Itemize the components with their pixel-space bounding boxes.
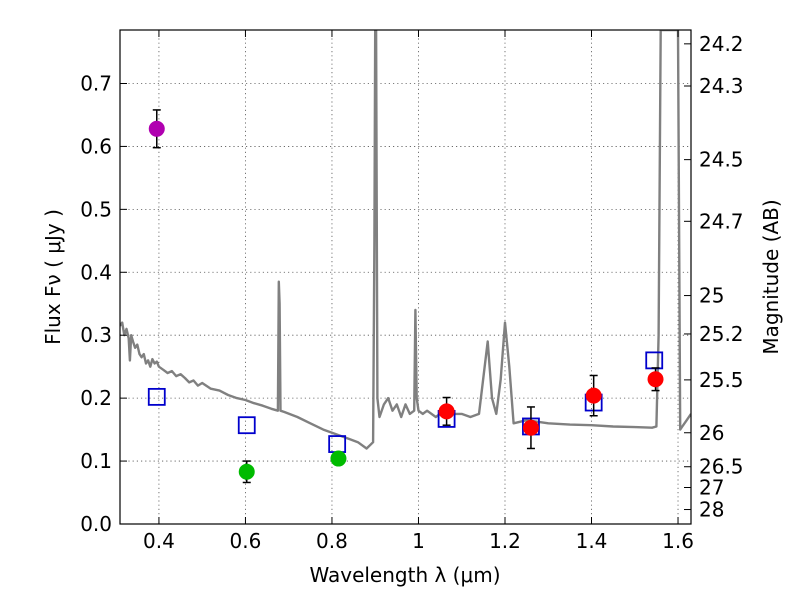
observed-point xyxy=(585,387,602,404)
magnitude-tick-label: 24.3 xyxy=(699,74,744,98)
observed-point xyxy=(148,120,165,137)
observed-point xyxy=(330,450,347,467)
x-tick-label: 1.2 xyxy=(489,529,521,553)
x-tick-label: 1.6 xyxy=(662,529,694,553)
model-photometry-point xyxy=(328,435,347,453)
plot-area xyxy=(120,30,691,484)
y-tick-label: 0.1 xyxy=(80,449,112,473)
model-sed-line xyxy=(120,30,691,450)
y-tick-label: 0.4 xyxy=(80,260,112,284)
magnitude-tick-label: 24.7 xyxy=(699,209,744,233)
ticks: 0.4 0.6 0.8 1 1.2 1.4 1.6 0.0 0.1 0.2 0.3 0.4 0.5 0.6… xyxy=(80,30,744,553)
model-photometry-point xyxy=(237,416,256,435)
y-axis-title: Flux Fν ( μJy ) xyxy=(41,209,65,345)
y-tick-label: 0.7 xyxy=(80,71,112,95)
magnitude-tick-label: 26 xyxy=(699,421,724,445)
magnitude-tick-label: 25 xyxy=(699,284,724,308)
x-axis-title: Wavelength λ (μm) xyxy=(309,563,500,587)
magnitude-tick-label: 26.5 xyxy=(699,455,744,479)
y-tick-label: 0.3 xyxy=(80,323,112,347)
magnitude-tick-label: 25.5 xyxy=(699,368,744,392)
model-photometry-point xyxy=(645,351,664,370)
x-tick-label: 1 xyxy=(412,529,425,553)
y-tick-label: 0.0 xyxy=(80,512,112,536)
y-tick-label: 0.6 xyxy=(80,134,112,158)
x-tick-label: 0.6 xyxy=(230,529,262,553)
model-photometry-point xyxy=(147,387,166,406)
axes-frame xyxy=(119,29,692,525)
magnitude-tick-label: 27 xyxy=(699,476,724,500)
y-tick-label: 0.5 xyxy=(80,197,112,221)
observed-point xyxy=(238,463,255,480)
y-axis-right-title: Magnitude (AB) xyxy=(759,199,783,354)
x-tick-label: 0.8 xyxy=(316,529,348,553)
observed-point xyxy=(522,419,539,436)
x-tick-label: 0.4 xyxy=(143,529,175,553)
observed-point xyxy=(647,371,664,388)
magnitude-tick-label: 28 xyxy=(699,498,724,522)
grid xyxy=(120,30,691,525)
magnitude-tick-label: 24.2 xyxy=(699,32,744,56)
magnitude-tick-label: 24.5 xyxy=(699,148,744,172)
x-tick-label: 1.4 xyxy=(576,529,608,553)
observed-point xyxy=(438,403,455,420)
magnitude-tick-label: 25.2 xyxy=(699,322,744,346)
y-tick-label: 0.2 xyxy=(80,386,112,410)
